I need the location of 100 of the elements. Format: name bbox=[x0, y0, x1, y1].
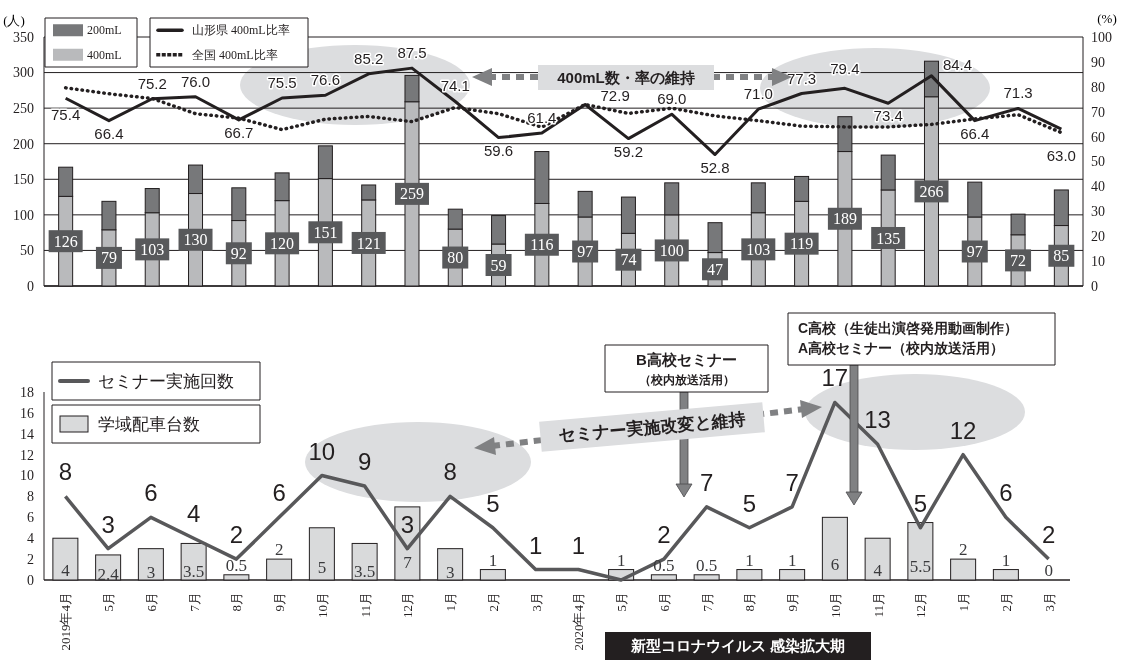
data-label: 6 bbox=[830, 555, 840, 575]
data-label: 1 bbox=[745, 550, 754, 570]
data-label: 84.4 bbox=[942, 55, 973, 73]
data-label: 119 bbox=[789, 235, 814, 253]
data-label: 1 bbox=[1001, 550, 1011, 570]
x-tick-label: 5月 bbox=[101, 592, 117, 612]
x-tick-label: 11月 bbox=[870, 592, 886, 618]
y2-tick-label: 10 bbox=[1091, 254, 1105, 269]
data-label: 4 bbox=[186, 500, 201, 528]
x-tick-label: 5月 bbox=[614, 592, 630, 612]
data-label: 87.5 bbox=[397, 44, 427, 62]
y-tick-label: 0 bbox=[27, 278, 34, 294]
x-tick-label: 2月 bbox=[998, 592, 1014, 612]
x-tick-label: 7月 bbox=[699, 592, 715, 612]
y-tick-label: 2 bbox=[27, 552, 34, 568]
data-label: 2 bbox=[274, 540, 284, 560]
data-label: 74.1 bbox=[440, 77, 470, 95]
x-tick-label: 10月 bbox=[827, 592, 843, 618]
data-label: 0.5 bbox=[653, 555, 675, 575]
data-label: 4 bbox=[873, 560, 883, 580]
data-label: 47 bbox=[707, 260, 724, 278]
data-label: 135 bbox=[876, 229, 901, 247]
data-label: 1 bbox=[528, 531, 543, 559]
data-label: 1 bbox=[616, 550, 626, 570]
data-label: 8 bbox=[443, 458, 457, 486]
data-label: 61.4 bbox=[527, 109, 557, 127]
data-label: 66.4 bbox=[94, 124, 124, 142]
y-tick-label: 250 bbox=[13, 101, 34, 117]
y-tick-label: 6 bbox=[27, 510, 34, 526]
data-label: 13 bbox=[864, 406, 891, 434]
data-label: 79 bbox=[100, 249, 117, 267]
data-label: 5 bbox=[486, 489, 500, 517]
data-label: 69.0 bbox=[657, 90, 687, 108]
y2-tick-label: 0 bbox=[1091, 278, 1098, 294]
data-label: 66.4 bbox=[960, 124, 990, 142]
x-tick-label: 7月 bbox=[186, 592, 202, 612]
y-tick-label: 10 bbox=[20, 468, 34, 484]
data-label: 12 bbox=[949, 416, 977, 444]
data-label: 5 bbox=[317, 557, 327, 577]
data-label: 97 bbox=[966, 243, 983, 261]
data-label: 77.3 bbox=[787, 69, 817, 87]
data-label: 5.5 bbox=[909, 556, 931, 576]
text: C高校（生徒出演啓発用動画制作） bbox=[798, 319, 1019, 336]
text: 新型コロナウイルス 感染拡大期 bbox=[629, 637, 846, 655]
data-label: 126 bbox=[53, 232, 78, 250]
data-label: 76.0 bbox=[180, 72, 211, 90]
x-tick-label: 10月 bbox=[314, 592, 330, 618]
data-label: 2 bbox=[229, 521, 244, 549]
y-tick-label: 200 bbox=[13, 136, 34, 152]
legend-label: 400mL bbox=[87, 47, 122, 62]
data-label: 9 bbox=[357, 448, 372, 475]
x-tick-label: 9月 bbox=[272, 592, 288, 612]
legend-label: 学域配車台数 bbox=[98, 414, 200, 434]
data-label: 72.9 bbox=[600, 87, 630, 105]
x-tick-label: 11月 bbox=[357, 592, 373, 618]
data-label: 121 bbox=[356, 234, 381, 252]
data-label: 71.0 bbox=[743, 85, 773, 103]
data-label: 259 bbox=[399, 185, 424, 203]
x-tick-label: 8月 bbox=[229, 592, 245, 612]
data-label: 97 bbox=[577, 243, 594, 261]
data-label: 103 bbox=[746, 240, 771, 258]
y2-tick-label: 40 bbox=[1091, 179, 1105, 195]
annotation: セミナー実施改変と維持 bbox=[558, 409, 747, 446]
y-tick-label: 8 bbox=[27, 489, 34, 505]
data-label: 52.8 bbox=[700, 158, 730, 176]
data-label: 3 bbox=[146, 563, 156, 583]
y2-tick-label: 30 bbox=[1091, 204, 1105, 220]
data-label: 59 bbox=[490, 256, 507, 274]
data-label: 3 bbox=[101, 510, 115, 538]
x-tick-label: 2月 bbox=[485, 592, 501, 612]
y-tick-label: 100 bbox=[13, 207, 34, 223]
data-label: 0.5 bbox=[225, 555, 247, 575]
data-label: 85 bbox=[1053, 247, 1070, 265]
x-tick-label: 6月 bbox=[143, 592, 159, 612]
data-label: 0 bbox=[1044, 560, 1053, 580]
y-tick-label: 12 bbox=[20, 447, 34, 463]
data-label: 8 bbox=[58, 458, 73, 486]
data-label: 72 bbox=[1010, 251, 1027, 269]
y2-tick-label: 80 bbox=[1091, 79, 1105, 95]
x-tick-label: 3月 bbox=[528, 592, 544, 612]
y2-axis-title: (%) bbox=[1097, 11, 1117, 26]
data-label: 66.7 bbox=[224, 123, 254, 141]
data-label: 75.4 bbox=[51, 106, 81, 124]
text: A高校セミナー（校内放送活用） bbox=[798, 339, 1005, 356]
data-label: 2.4 bbox=[97, 564, 120, 584]
data-label: 120 bbox=[270, 234, 295, 252]
data-label: 7 bbox=[699, 468, 714, 496]
y-tick-label: 16 bbox=[20, 405, 34, 421]
data-label: 103 bbox=[140, 240, 165, 258]
x-tick-label: 2019年4月 bbox=[58, 592, 74, 651]
data-label: 75.2 bbox=[137, 74, 167, 92]
data-label: 5 bbox=[742, 489, 757, 517]
y-tick-label: 18 bbox=[20, 384, 34, 400]
data-label: 3 bbox=[400, 510, 415, 538]
data-label: 2 bbox=[958, 540, 968, 560]
data-label: 100 bbox=[659, 242, 684, 260]
data-label: 7 bbox=[403, 552, 413, 572]
data-label: 80 bbox=[447, 249, 464, 267]
x-tick-label: 12月 bbox=[913, 592, 929, 618]
x-tick-label: 1月 bbox=[956, 592, 972, 612]
